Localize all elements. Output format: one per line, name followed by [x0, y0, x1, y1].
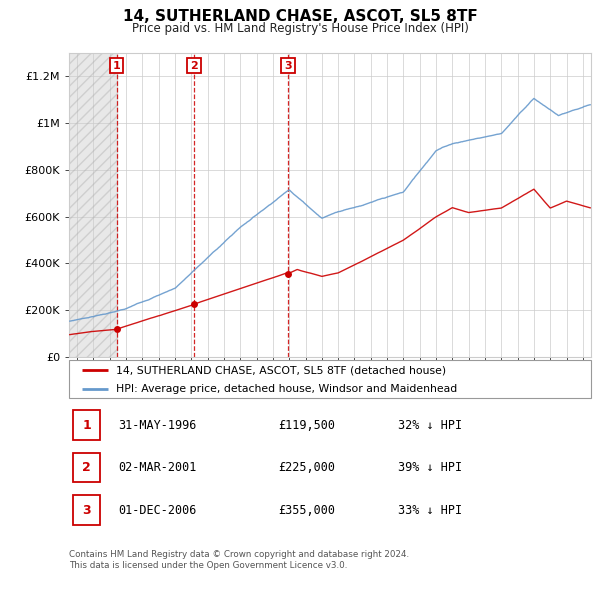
Text: 2: 2 [190, 61, 198, 71]
Text: This data is licensed under the Open Government Licence v3.0.: This data is licensed under the Open Gov… [69, 560, 347, 569]
Text: 3: 3 [82, 503, 91, 517]
Text: 39% ↓ HPI: 39% ↓ HPI [398, 461, 462, 474]
Text: 14, SUTHERLAND CHASE, ASCOT, SL5 8TF (detached house): 14, SUTHERLAND CHASE, ASCOT, SL5 8TF (de… [116, 365, 446, 375]
Text: £355,000: £355,000 [278, 503, 335, 517]
Text: HPI: Average price, detached house, Windsor and Maidenhead: HPI: Average price, detached house, Wind… [116, 384, 457, 394]
Text: 33% ↓ HPI: 33% ↓ HPI [398, 503, 462, 517]
Bar [69, 53, 116, 357]
FancyBboxPatch shape [73, 411, 100, 440]
Text: 3: 3 [284, 61, 292, 71]
Text: £119,500: £119,500 [278, 418, 335, 432]
Text: 31-MAY-1996: 31-MAY-1996 [119, 418, 197, 432]
FancyBboxPatch shape [73, 496, 100, 525]
Text: 14, SUTHERLAND CHASE, ASCOT, SL5 8TF: 14, SUTHERLAND CHASE, ASCOT, SL5 8TF [122, 9, 478, 24]
Text: 01-DEC-2006: 01-DEC-2006 [119, 503, 197, 517]
Text: 32% ↓ HPI: 32% ↓ HPI [398, 418, 462, 432]
Text: 02-MAR-2001: 02-MAR-2001 [119, 461, 197, 474]
FancyBboxPatch shape [69, 360, 591, 398]
Text: Price paid vs. HM Land Registry's House Price Index (HPI): Price paid vs. HM Land Registry's House … [131, 22, 469, 35]
Text: Contains HM Land Registry data © Crown copyright and database right 2024.: Contains HM Land Registry data © Crown c… [69, 550, 409, 559]
FancyBboxPatch shape [73, 453, 100, 482]
Bar [69, 53, 116, 357]
Text: 1: 1 [113, 61, 121, 71]
Text: £225,000: £225,000 [278, 461, 335, 474]
Text: 2: 2 [82, 461, 91, 474]
Text: 1: 1 [82, 418, 91, 432]
